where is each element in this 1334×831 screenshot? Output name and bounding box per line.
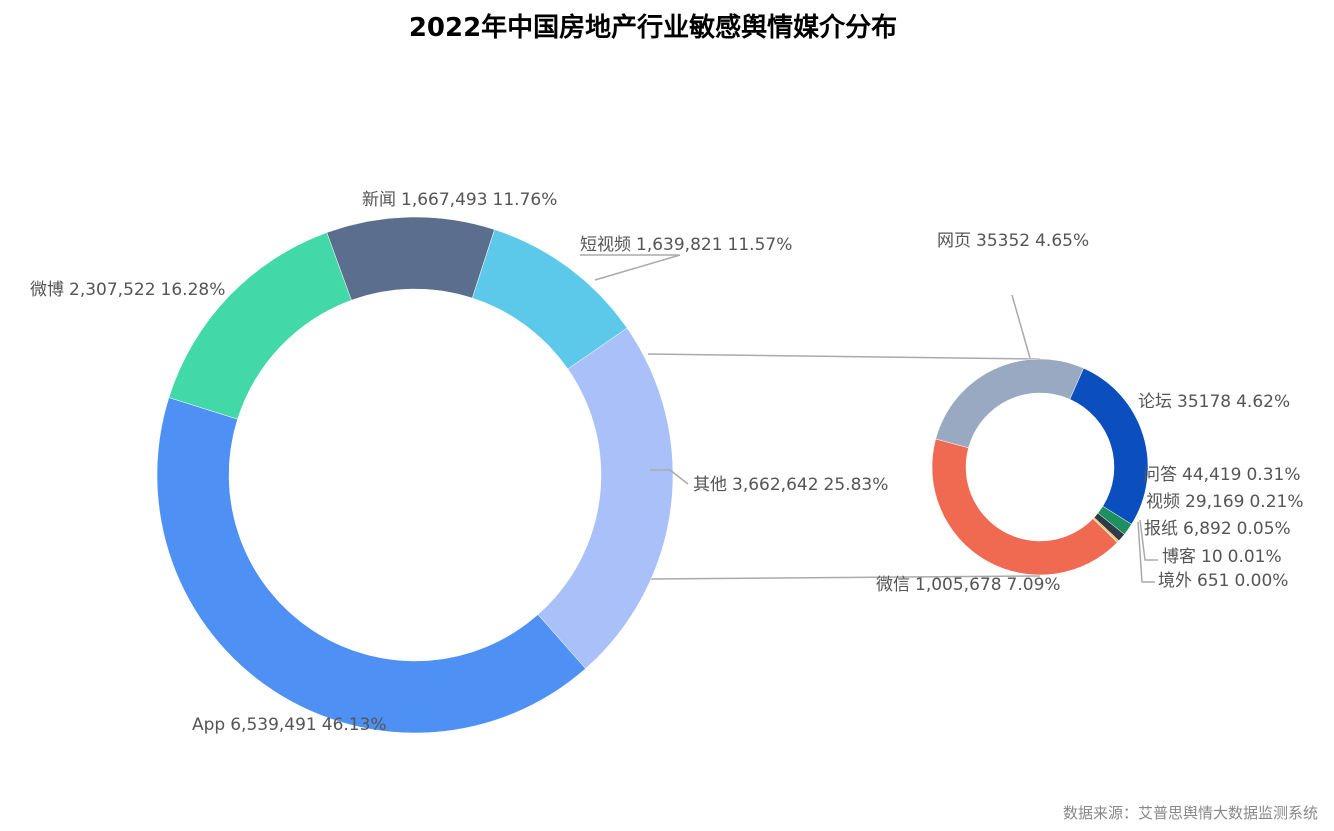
label-category: App <box>192 715 225 735</box>
leader-line <box>580 254 681 281</box>
data-label: 博客 10 0.01% <box>1162 547 1282 567</box>
slice <box>935 358 1084 449</box>
label-category: 境外 <box>1158 571 1192 591</box>
label-category: 微信 <box>876 575 910 595</box>
slice <box>168 232 352 420</box>
label-percent: 4.62% <box>1236 392 1290 412</box>
label-percent: 0.21% <box>1249 492 1303 512</box>
label-value: 1,667,493 <box>401 190 488 210</box>
data-label: 境外 651 0.00% <box>1158 571 1288 591</box>
label-category: 问答 <box>1143 465 1177 485</box>
data-label: 微博 2,307,522 16.28% <box>30 280 225 300</box>
label-category: 报纸 <box>1144 519 1178 539</box>
label-category: 其他 <box>693 475 727 495</box>
leader-line <box>1011 294 1031 359</box>
label-value: 10 <box>1201 547 1223 567</box>
data-label: 微信 1,005,678 7.09% <box>876 575 1061 595</box>
data-label: 视频 29,169 0.21% <box>1146 492 1304 512</box>
label-value: 1,639,821 <box>636 235 723 255</box>
label-percent: 0.31% <box>1246 465 1300 485</box>
label-percent: 16.28% <box>161 280 226 300</box>
leader-line <box>650 469 689 485</box>
data-label: App 6,539,491 46.13% <box>192 715 387 735</box>
leader-line <box>1139 519 1158 561</box>
label-category: 论坛 <box>1138 392 1172 412</box>
label-percent: 0.05% <box>1237 519 1291 539</box>
slice <box>156 397 586 734</box>
label-value: 35178 <box>1177 392 1231 412</box>
connector <box>647 353 1041 360</box>
label-category: 博客 <box>1162 547 1196 567</box>
slice <box>931 438 1118 576</box>
data-label: 其他 3,662,642 25.83% <box>693 475 888 495</box>
label-percent: 11.76% <box>493 190 558 210</box>
slice <box>537 327 674 669</box>
source: 数据来源：艾普思舆情大数据监测系统 <box>1063 804 1318 822</box>
label-value: 29,169 <box>1185 492 1244 512</box>
label-percent: 11.57% <box>728 235 793 255</box>
connector <box>647 575 1041 580</box>
data-label: 问答 44,419 0.31% <box>1143 465 1301 485</box>
label-value: 6,892 <box>1183 519 1232 539</box>
label-value: 1,005,678 <box>915 575 1002 595</box>
data-label: 网页 35352 4.65% <box>937 231 1089 251</box>
label-value: 44,419 <box>1182 465 1241 485</box>
leader-line <box>1137 521 1155 583</box>
label-category: 新闻 <box>362 190 396 210</box>
label-category: 微博 <box>30 280 64 300</box>
label-value: 651 <box>1197 571 1229 591</box>
label-percent: 0.00% <box>1234 571 1288 591</box>
label-category: 视频 <box>1146 492 1180 512</box>
label-value: 6,539,491 <box>230 715 317 735</box>
label-value: 3,662,642 <box>732 475 819 495</box>
data-label: 报纸 6,892 0.05% <box>1144 519 1291 539</box>
chart-title: 2022年中国房地产行业敏感舆情媒介分布 <box>409 12 897 43</box>
data-label: 论坛 35178 4.62% <box>1138 392 1290 412</box>
data-label: 新闻 1,667,493 11.76% <box>362 190 557 210</box>
label-percent: 4.65% <box>1035 231 1089 251</box>
data-label: 短视频 1,639,821 11.57% <box>580 235 792 255</box>
label-category: 网页 <box>937 231 971 251</box>
slice <box>326 216 495 301</box>
label-value: 2,307,522 <box>69 280 156 300</box>
label-percent: 25.83% <box>824 475 889 495</box>
label-percent: 46.13% <box>322 715 387 735</box>
label-category: 短视频 <box>580 235 631 255</box>
label-percent: 7.09% <box>1007 575 1061 595</box>
slice <box>1069 367 1149 525</box>
label-percent: 0.01% <box>1228 547 1282 567</box>
label-value: 35352 <box>976 231 1030 251</box>
